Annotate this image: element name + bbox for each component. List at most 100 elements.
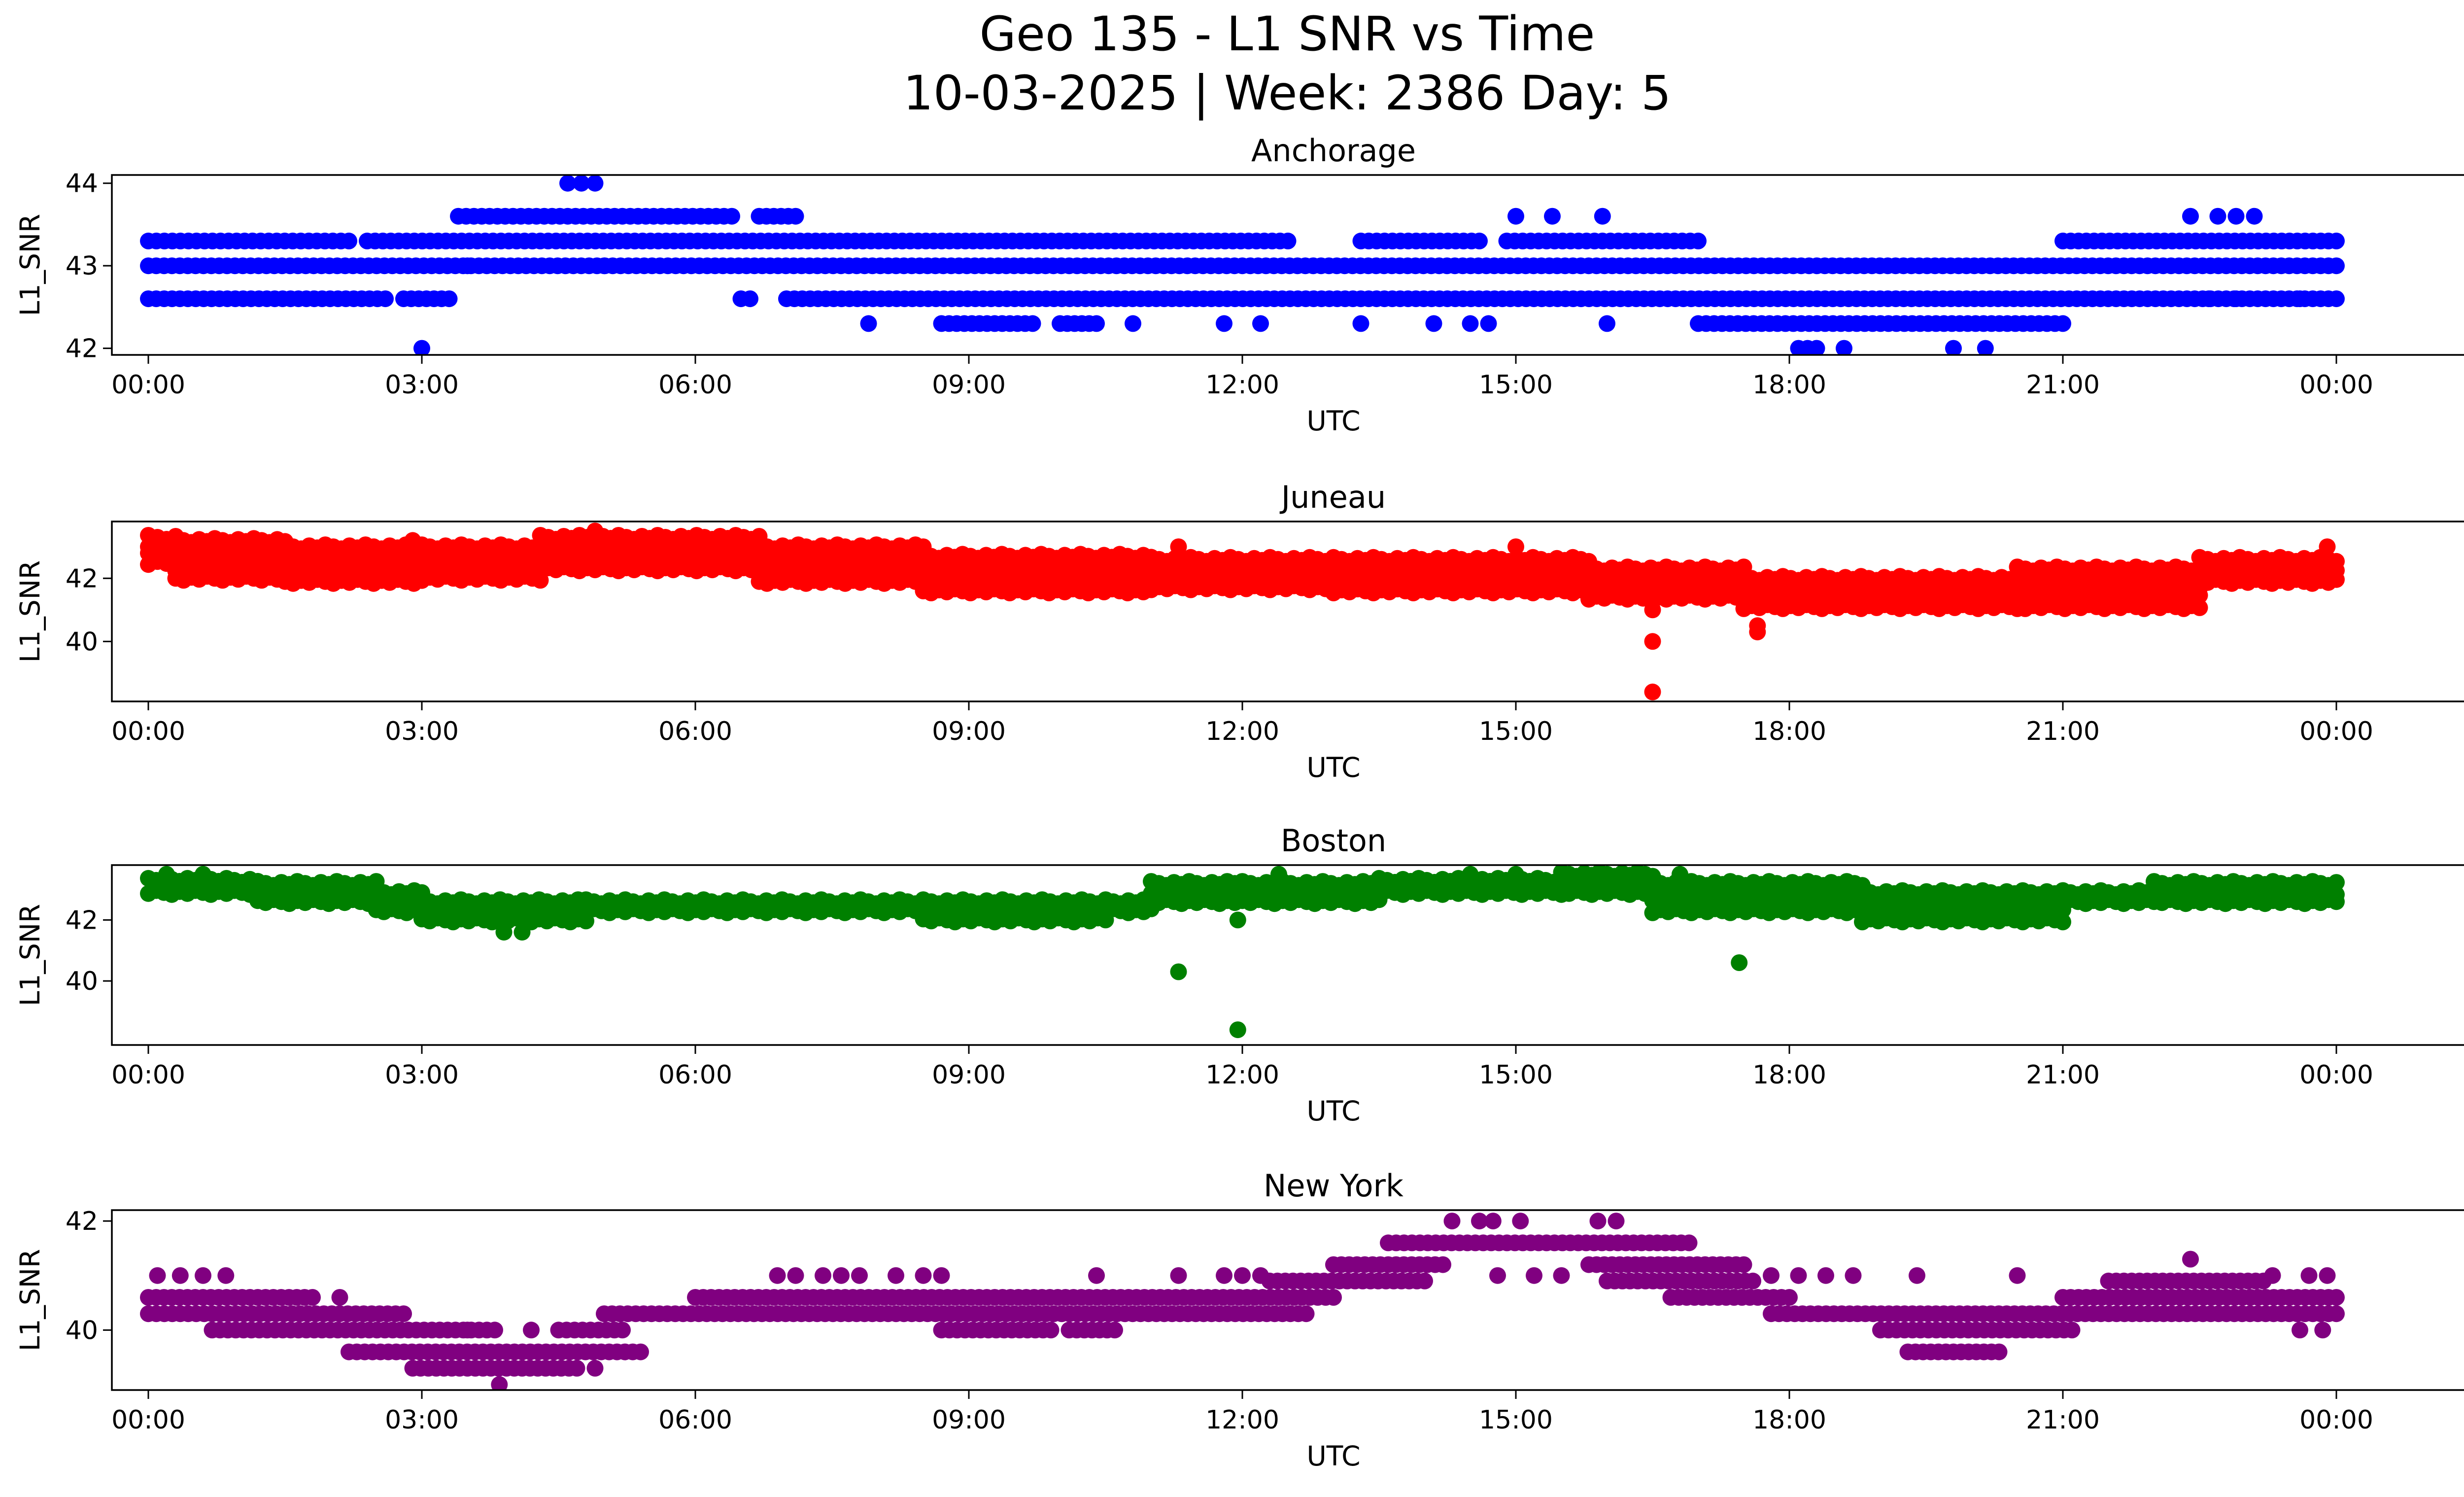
data-point xyxy=(1170,1267,1187,1284)
data-point xyxy=(1526,1267,1542,1284)
x-tick-label: 18:00 xyxy=(1752,717,1826,746)
data-point xyxy=(1608,1213,1625,1230)
data-point xyxy=(523,1322,540,1339)
x-tick-label: 03:00 xyxy=(385,1405,459,1435)
data-point xyxy=(1644,601,1661,619)
data-point xyxy=(573,175,590,192)
x-tick-label: 00:00 xyxy=(2299,1405,2373,1435)
x-axis-label: UTC xyxy=(1306,1440,1360,1472)
x-tick-label: 18:00 xyxy=(1752,1405,1826,1435)
data-point xyxy=(1745,1272,1761,1289)
data-point xyxy=(395,1305,412,1323)
data-point xyxy=(742,290,758,308)
data-point xyxy=(1229,911,1246,929)
data-point xyxy=(1672,866,1688,883)
data-point xyxy=(559,175,576,192)
data-point xyxy=(769,1267,786,1284)
x-tick-label: 06:00 xyxy=(658,717,732,746)
data-point xyxy=(1690,232,1707,249)
x-tick-label: 18:00 xyxy=(1752,370,1826,400)
data-point xyxy=(2227,208,2245,225)
data-point xyxy=(2292,1322,2308,1339)
x-tick-label: 21:00 xyxy=(2026,370,2100,400)
data-point xyxy=(404,532,421,549)
data-point xyxy=(2191,587,2208,604)
x-tick-label: 09:00 xyxy=(932,370,1006,400)
data-point xyxy=(1234,1267,1251,1284)
x-tick-label: 00:00 xyxy=(111,1060,185,1090)
figure-title: Geo 135 - L1 SNR vs Time xyxy=(980,6,1595,62)
data-point xyxy=(1279,232,1297,249)
data-point xyxy=(217,1267,235,1284)
data-point xyxy=(2209,208,2226,225)
data-point xyxy=(2292,290,2308,308)
axes-frame xyxy=(111,174,2464,356)
y-tick-label: 42 xyxy=(66,564,98,593)
panel-juneau: Juneau 00:00 03:00 06:00 09:00 12:00 15:00 18:0… xyxy=(14,479,2464,783)
x-tick-label: 12:00 xyxy=(1205,717,1279,746)
data-point xyxy=(1845,1267,1862,1284)
x-tick-label: 00:00 xyxy=(2299,717,2373,746)
data-point xyxy=(171,1267,189,1284)
x-tick-label: 18:00 xyxy=(1752,1060,1826,1090)
data-point xyxy=(1216,315,1232,332)
x-tick-label: 21:00 xyxy=(2026,1060,2100,1090)
x-tick-label: 06:00 xyxy=(658,370,732,400)
y-tick-label: 40 xyxy=(66,967,98,996)
data-point xyxy=(1443,1213,1461,1230)
data-point xyxy=(2191,599,2208,616)
x-tick-label: 09:00 xyxy=(932,717,1006,746)
data-point xyxy=(1471,232,1488,249)
data-point xyxy=(1024,315,1041,332)
data-point xyxy=(2227,290,2245,308)
data-point xyxy=(1471,1213,1488,1230)
data-point xyxy=(1763,1267,1780,1284)
data-point xyxy=(1507,866,1524,883)
data-point xyxy=(1484,1213,1502,1230)
data-point xyxy=(304,1289,321,1306)
data-point xyxy=(149,1267,166,1284)
data-point xyxy=(2328,571,2345,588)
data-point xyxy=(495,924,513,941)
data-point xyxy=(1252,315,1269,332)
data-point xyxy=(1462,866,1479,883)
data-point xyxy=(195,866,211,883)
x-tick-label: 12:00 xyxy=(1205,1405,1279,1435)
data-point xyxy=(586,1359,604,1377)
x-tick-label: 00:00 xyxy=(111,717,185,746)
x-tick-label: 00:00 xyxy=(2299,370,2373,400)
x-tick-label: 12:00 xyxy=(1205,370,1279,400)
x-tick-label: 15:00 xyxy=(1479,717,1553,746)
data-point xyxy=(1553,1267,1570,1284)
y-tick-label: 43 xyxy=(66,251,98,281)
data-point xyxy=(341,232,357,249)
data-point xyxy=(1808,340,1825,355)
data-point xyxy=(2328,874,2345,891)
data-point xyxy=(331,1289,348,1306)
data-point xyxy=(158,866,175,883)
data-point xyxy=(2054,315,2071,332)
y-tick-label: 44 xyxy=(66,169,98,199)
x-tick-label: 12:00 xyxy=(1205,1060,1279,1090)
subplot-title: New York xyxy=(1264,1168,1403,1204)
data-point xyxy=(1252,1267,1269,1284)
x-tick-label: 06:00 xyxy=(658,1060,732,1090)
y-tick-label: 40 xyxy=(66,627,98,657)
data-point xyxy=(1749,617,1766,634)
data-point xyxy=(1945,340,1962,355)
y-tick-label: 42 xyxy=(66,334,98,364)
data-point xyxy=(915,1267,932,1284)
data-point xyxy=(632,1343,649,1360)
data-point xyxy=(1216,1267,1232,1284)
data-point xyxy=(459,257,476,275)
data-point xyxy=(2314,1322,2331,1339)
x-tick-label: 09:00 xyxy=(932,1060,1006,1090)
data-point xyxy=(1680,1234,1698,1252)
axes-frame xyxy=(111,1209,2464,1391)
data-point xyxy=(568,1359,585,1377)
x-tick-label: 03:00 xyxy=(385,717,459,746)
panel-boston: Boston 00:00 03:00 06:00 09:00 12:00 15:00 18:0… xyxy=(14,823,2464,1127)
data-point xyxy=(1507,538,1524,556)
data-point xyxy=(1170,963,1187,980)
x-tick-label: 03:00 xyxy=(385,370,459,400)
